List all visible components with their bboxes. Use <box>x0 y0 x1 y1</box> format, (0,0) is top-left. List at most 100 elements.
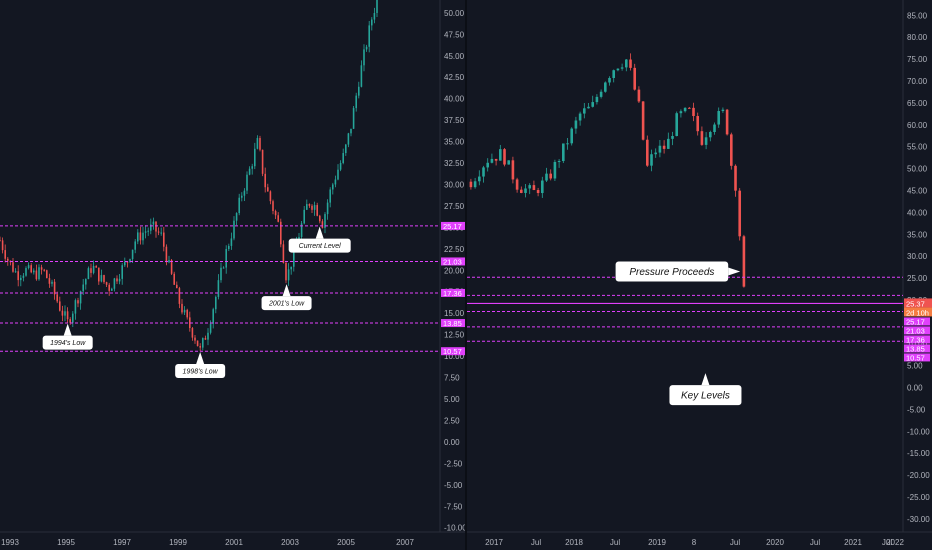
candle-body <box>326 202 329 215</box>
right-chart-pane[interactable]: -30.00 -25.00 -20.00 -15.00 -10.00 -5.00 0.00 5… <box>467 0 932 550</box>
candle-body <box>204 338 207 340</box>
left-chart-pane[interactable]: -10.00 -7.50 -5.00 -2.50 0.00 2.50 5.00 7.50 10.… <box>0 0 465 550</box>
candle-body <box>0 240 1 242</box>
callout-text: Key Levels <box>681 391 730 402</box>
candle-body <box>230 238 233 246</box>
candle-body <box>692 107 695 117</box>
annotation-callout[interactable]: Pressure Proceeds <box>615 261 741 282</box>
candle-body <box>688 107 691 109</box>
y-tick-label: 35.00 <box>907 230 928 239</box>
candle-body <box>591 102 595 107</box>
candle-body <box>92 266 95 273</box>
candle-body <box>118 278 121 282</box>
annotation-callout[interactable]: 2001's Low <box>261 284 312 311</box>
candle-body <box>150 224 152 231</box>
candle-body <box>207 332 209 340</box>
candle-body <box>14 271 17 273</box>
candle-body <box>12 262 14 272</box>
candle-body <box>225 249 227 268</box>
right-chart-svg[interactable]: -30.00 -25.00 -20.00 -15.00 -10.00 -5.00 0.00 5… <box>467 0 932 550</box>
candle-body <box>124 261 126 266</box>
pane-divider[interactable] <box>465 0 467 550</box>
x-tick-label: Jul <box>730 538 740 547</box>
candle-body <box>566 143 569 145</box>
y-tick-label: 27.50 <box>444 202 465 211</box>
candle-body <box>641 101 645 140</box>
candle-body <box>683 107 687 112</box>
candle-body <box>38 267 40 280</box>
candle-body <box>671 135 674 139</box>
candle-body <box>300 223 303 237</box>
candle-body <box>616 68 620 71</box>
y-tick-label: 7.50 <box>444 374 460 383</box>
candle-body <box>306 204 308 210</box>
candle-body <box>658 145 662 153</box>
candle-body <box>280 221 282 245</box>
candle-body <box>570 128 574 144</box>
candle-body <box>274 210 277 216</box>
candle-body <box>220 267 222 281</box>
y-tick-label: 47.50 <box>444 30 465 39</box>
y-tick-label: 20.00 <box>444 266 465 275</box>
candle-body <box>360 65 363 87</box>
candle-body <box>269 191 272 202</box>
candle-body <box>473 181 477 188</box>
candle-body <box>259 138 261 150</box>
candle-body <box>376 0 378 13</box>
candle-body <box>168 260 170 263</box>
level-label-bg <box>904 317 930 326</box>
candle-body <box>482 167 485 177</box>
candle-body <box>126 261 129 263</box>
candle-body <box>181 303 183 313</box>
candle-body <box>368 25 370 47</box>
y-tick-label: 5.00 <box>444 395 460 404</box>
candle-body <box>734 165 737 191</box>
candle-body <box>155 221 157 232</box>
annotation-callout[interactable]: 1998's Low <box>175 351 226 378</box>
y-tick-label: 2.50 <box>444 416 460 425</box>
x-tick-label: 2003 <box>281 538 299 547</box>
candle-body <box>248 168 251 175</box>
candle-body <box>494 158 498 161</box>
annotation-callout[interactable]: Key Levels <box>669 373 742 406</box>
candle-body <box>131 249 134 260</box>
candle-body <box>311 205 313 210</box>
candle-body <box>363 49 365 66</box>
candle-body <box>170 260 173 274</box>
candle-body <box>332 184 334 190</box>
candle-body <box>17 271 19 281</box>
candle-body <box>350 128 352 134</box>
y-tick-label: 10.00 <box>444 352 465 361</box>
candle-body <box>98 267 100 282</box>
candle-body <box>111 288 113 291</box>
candle-body <box>355 95 357 109</box>
candle-body <box>637 89 641 102</box>
candle-body <box>725 109 729 135</box>
candle-body <box>528 185 532 189</box>
level-label: 13.85 <box>906 344 925 353</box>
candle-body <box>316 205 318 216</box>
candle-body <box>604 82 607 92</box>
annotation-callout[interactable]: 1994's Low <box>42 323 93 350</box>
level-label-bg <box>441 288 465 297</box>
callout-text: 2001's Low <box>268 301 305 308</box>
annotation-callout[interactable]: Current Level <box>288 226 351 253</box>
level-label-bg <box>904 353 930 362</box>
candle-body <box>293 246 295 267</box>
candle-body <box>633 67 637 90</box>
x-tick-label: 1993 <box>1 538 19 547</box>
y-tick-label: 50.00 <box>907 165 928 174</box>
candle-body <box>254 148 256 167</box>
candle-body <box>51 281 53 284</box>
candle-body <box>267 187 269 192</box>
countdown-label: 2d 10h <box>906 308 929 317</box>
candle-body <box>358 86 360 96</box>
left-chart-svg[interactable]: -10.00 -7.50 -5.00 -2.50 0.00 2.50 5.00 7.50 10.… <box>0 0 465 550</box>
candle-body <box>82 284 84 292</box>
candle-body <box>709 132 712 138</box>
x-tick-label: 1999 <box>169 538 187 547</box>
callout-text: Pressure Proceeds <box>629 267 714 278</box>
candle-body <box>56 294 58 302</box>
candle-body <box>675 113 679 136</box>
callout-text: Current Level <box>299 243 341 250</box>
